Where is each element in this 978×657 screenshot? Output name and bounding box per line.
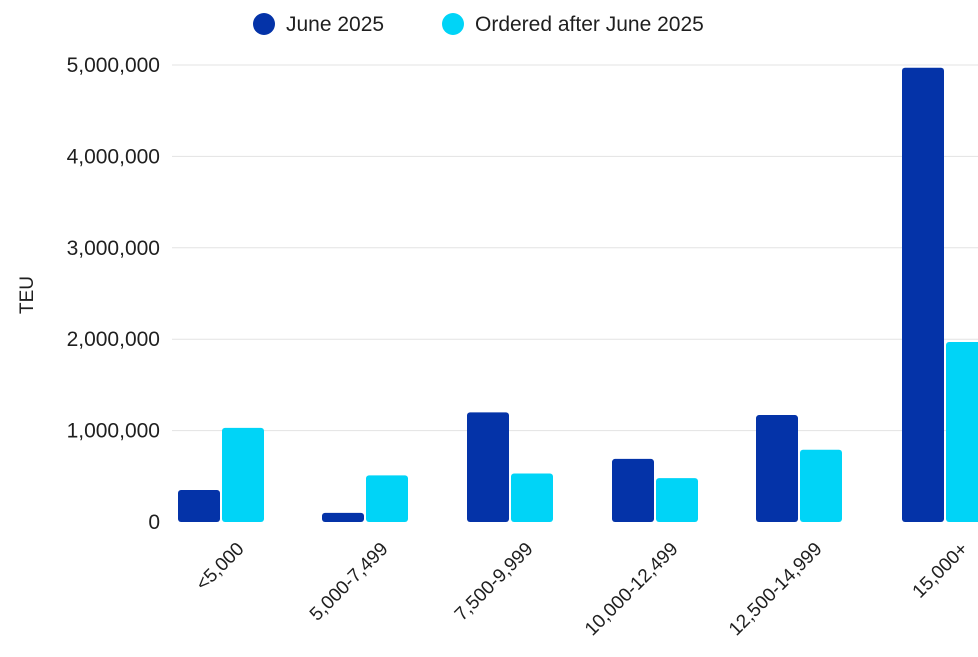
bar-ordered-after-1 (366, 475, 408, 522)
legend-label: Ordered after June 2025 (475, 13, 704, 36)
bar-june-2025-4 (756, 415, 798, 522)
y-axis-ticks: 0 1,000,000 2,000,000 3,000,000 4,000,000 5,0… (67, 54, 160, 534)
legend-label: June 2025 (286, 13, 384, 36)
legend-swatch (253, 13, 275, 35)
bar-ordered-after-4 (800, 449, 842, 522)
bar-ordered-after-5 (946, 341, 978, 522)
gridlines (172, 64, 978, 432)
bar-ordered-after-3 (656, 478, 698, 522)
y-tick-label: 3,000,000 (67, 237, 160, 260)
x-tick-label: 10,000-12,499 (581, 539, 683, 641)
x-tick-label: 15,000+ (909, 539, 973, 603)
bar-june-2025-2 (467, 412, 509, 522)
y-tick-label: 2,000,000 (67, 328, 160, 351)
legend: June 2025 Ordered after June 2025 (253, 13, 704, 36)
x-tick-label: 5,000-7,499 (306, 539, 393, 626)
bar-ordered-after-0 (222, 427, 264, 522)
x-tick-label: <5,000 (192, 539, 248, 595)
x-axis-ticks: <5,000 5,000-7,499 7,500-9,999 10,000-12,49… (192, 539, 972, 641)
bar-ordered-after-2 (511, 473, 553, 522)
y-axis-title: TEU (17, 276, 38, 314)
bar-june-2025-3 (612, 458, 654, 522)
y-tick-label: 5,000,000 (67, 54, 160, 77)
bar-june-2025-0 (178, 490, 220, 522)
bar-june-2025-5 (902, 67, 944, 522)
bars (178, 67, 978, 522)
legend-swatch (442, 13, 464, 35)
y-tick-label: 4,000,000 (67, 145, 160, 168)
y-tick-label: 1,000,000 (67, 420, 160, 443)
y-tick-label: 0 (148, 511, 160, 534)
x-tick-label: 7,500-9,999 (451, 539, 538, 626)
bar-june-2025-1 (322, 512, 364, 522)
x-tick-label: 12,500-14,999 (725, 539, 827, 641)
